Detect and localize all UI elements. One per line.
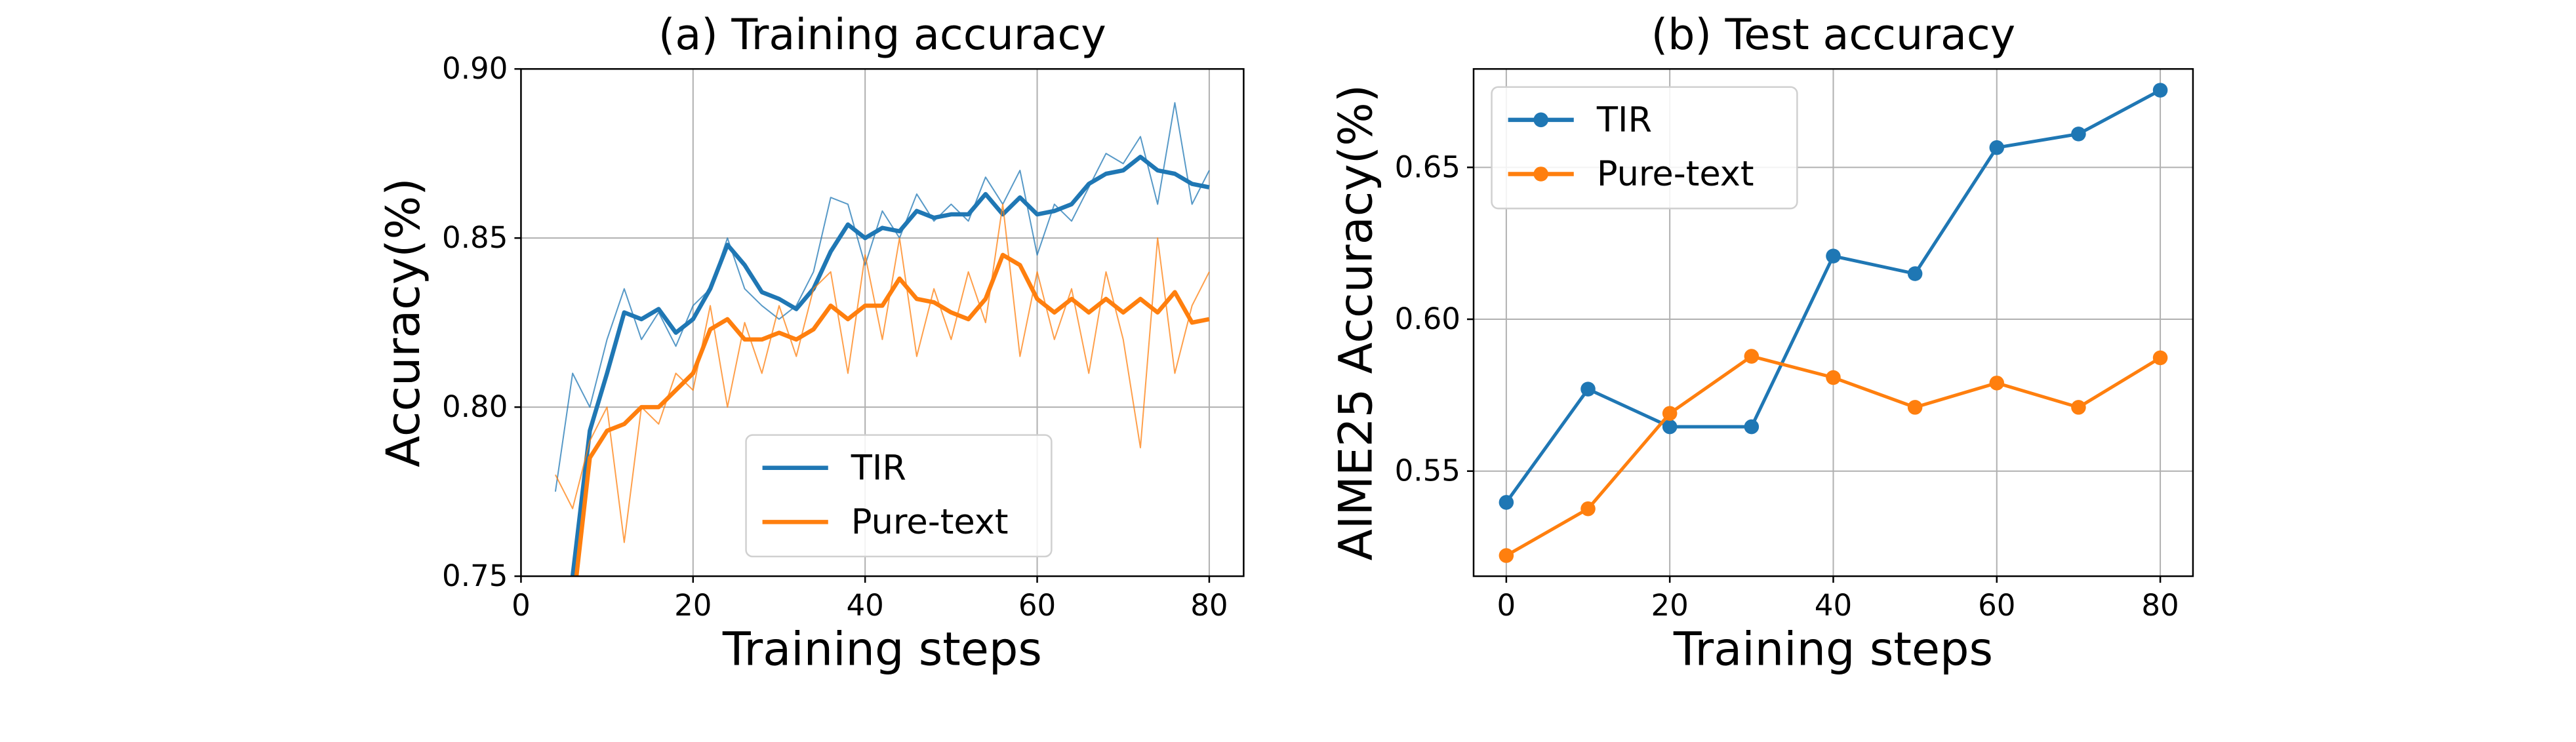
x-tick-label: 0 xyxy=(1497,588,1516,623)
legend-label: Pure-text xyxy=(1597,154,1754,194)
y-axis-label: AIME25 Accuracy(%) xyxy=(1329,85,1383,560)
series-line xyxy=(570,155,1210,577)
legend-label: Pure-text xyxy=(851,502,1009,542)
plot-frame xyxy=(520,68,1245,577)
marker xyxy=(1580,501,1596,517)
x-axis-label: Training steps xyxy=(722,622,1042,676)
legend-label: TIR xyxy=(851,448,906,488)
marker xyxy=(1989,140,2005,155)
marker xyxy=(1826,248,1841,264)
y-tick-label: 0.65 xyxy=(1395,149,1460,184)
y-tick-label: 0.90 xyxy=(442,51,508,86)
x-tick-label: 20 xyxy=(674,588,712,623)
marker xyxy=(2152,83,2168,98)
x-tick-label: 80 xyxy=(1190,588,1228,623)
y-tick-label: 0.80 xyxy=(442,389,508,424)
x-tick-label: 80 xyxy=(2141,588,2179,623)
marker xyxy=(2152,350,2168,366)
marker xyxy=(1744,419,1760,435)
legend-box xyxy=(745,434,1053,558)
marker xyxy=(1580,381,1596,397)
x-tick-label: 40 xyxy=(1815,588,1852,623)
series-line xyxy=(554,102,1210,492)
y-tick-label: 0.85 xyxy=(442,220,508,255)
x-tick-label: 0 xyxy=(512,588,531,623)
x-tick-label: 60 xyxy=(1018,588,1056,623)
marker xyxy=(1499,548,1514,563)
chart-title: (a) Training accuracy xyxy=(658,10,1106,60)
y-tick-label: 0.55 xyxy=(1395,454,1460,488)
x-tick-label: 60 xyxy=(1978,588,2015,623)
marker xyxy=(2071,400,2086,415)
x-tick-label: 20 xyxy=(1651,588,1688,623)
y-tick-label: 0.75 xyxy=(442,558,508,593)
legend-marker xyxy=(1533,112,1548,128)
marker xyxy=(1907,266,1923,281)
marker xyxy=(1662,419,1678,435)
chart-title: (b) Test accuracy xyxy=(1651,10,2016,60)
x-tick-label: 40 xyxy=(846,588,883,623)
marker xyxy=(1744,349,1760,364)
marker xyxy=(2071,127,2086,142)
marker xyxy=(1907,400,1923,415)
subplot: 0 20 40 60 80 0.75 0.80 0.85 0.90 (a) Training ac… xyxy=(376,10,1245,676)
x-axis-label: Training steps xyxy=(1673,622,1993,676)
marker xyxy=(1499,495,1514,510)
legend-label: TIR xyxy=(1596,100,1652,140)
marker xyxy=(1662,406,1678,421)
y-axis-label: Accuracy(%) xyxy=(376,178,430,467)
plot-frame xyxy=(1472,68,2194,577)
y-tick-label: 0.60 xyxy=(1395,302,1460,336)
legend-box xyxy=(1491,86,1798,210)
subplot: 0 20 40 60 80 0.55 0.60 0.65 (b) Test accuracy Tr… xyxy=(1329,10,2194,676)
marker xyxy=(1826,370,1841,385)
legend-marker xyxy=(1533,166,1548,182)
marker xyxy=(1989,376,2005,391)
series-line xyxy=(574,252,1210,577)
